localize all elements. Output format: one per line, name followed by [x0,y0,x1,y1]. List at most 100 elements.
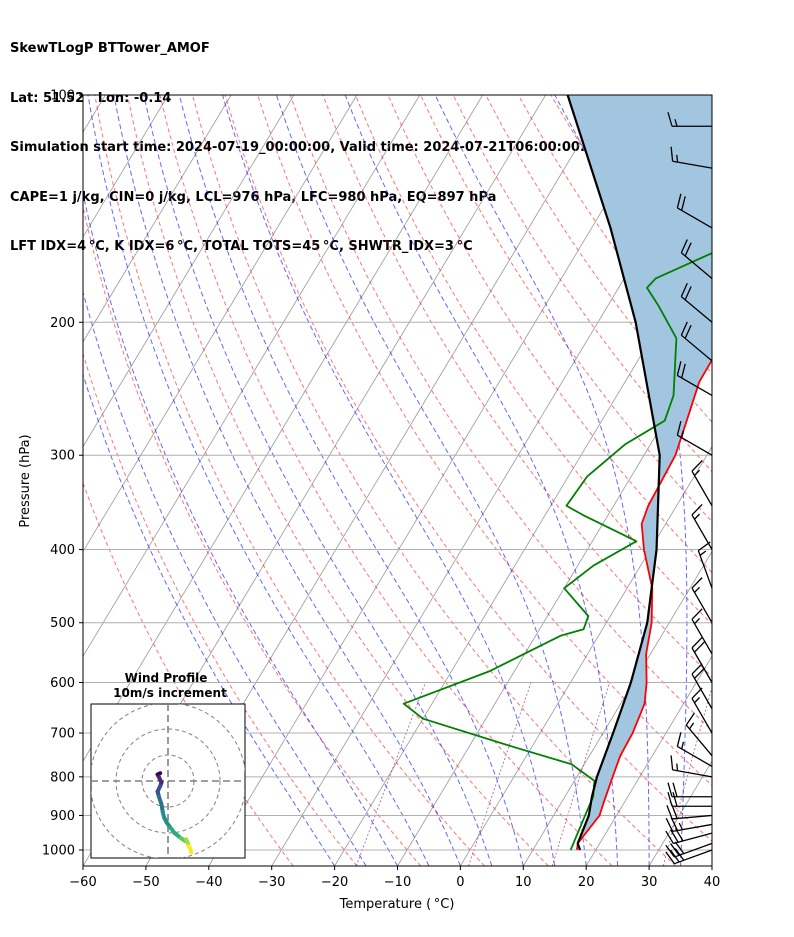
hodograph-subtitle: 10m/s increment [113,686,227,700]
y-tick-label: 200 [50,316,75,331]
wind-barb-half-flag [694,617,701,625]
wind-barb-half-flag [674,119,678,127]
isotherm [83,95,421,658]
y-tick-label: 100 [50,89,75,104]
wind-barb-staff [691,647,713,683]
isotherm [711,865,712,866]
wind-barb-flag [665,851,675,865]
wind-barb-staff [672,769,713,778]
wind-barb-staff [691,619,713,655]
profile-series [402,95,712,851]
wind-barb-staff [691,673,713,710]
wind-barb-staff [677,745,713,767]
chart-header: SkewTLogP BTTower_AMOF Lat: 51.52 Lon: -… [10,8,603,272]
x-axis-label: Temperature ( °C) [339,897,455,912]
wind-barb-flag [691,608,703,620]
y-axis-label: Pressure (hPa) [18,434,33,527]
wind-barb-half-flag [676,154,679,163]
wind-barb-staff [677,434,713,456]
wind-barb-flag [665,830,674,844]
wind-barb [691,608,713,655]
dry-adiabat [387,95,712,574]
mixing-ratio-line [551,682,611,866]
wind-barb-half-flag [678,822,684,830]
wind-barb-staff [672,160,713,169]
x-tick-label: −60 [69,875,96,890]
wind-barb [691,503,713,550]
dry-adiabat [746,95,794,866]
x-tick-label: 0 [456,875,464,890]
wind-barb-staff [674,842,713,858]
moist-adiabat [434,95,650,866]
hodograph-inset: Wind Profile 10m/s increment [90,671,246,859]
dry-adiabat [83,205,422,866]
wind-barb-flag [667,782,673,797]
wind-barb-flag [685,712,695,726]
dry-adiabat [83,352,358,866]
y-tick-label: 1000 [42,844,75,859]
wind-barb-half-flag [676,763,679,771]
x-tick-label: −40 [195,875,222,890]
wind-barb-staff [677,207,713,229]
isotherm [397,341,712,866]
moist-adiabat [344,95,619,866]
wind-barb-flag [684,286,692,301]
wind-barb-flag [671,804,678,819]
x-tick-label: 20 [578,875,595,890]
wind-barb-flag [674,848,685,861]
wind-barb-staff [674,849,713,865]
wind-barb-flag [670,755,674,770]
dry-adiabat [192,95,677,866]
wind-barb-flag [691,577,703,589]
wind-barb [680,239,713,279]
header-line-indices-cape: CAPE=1 j/kg, CIN=0 j/kg, LCL=976 hPa, LF… [10,189,497,205]
wind-barb-flag [694,641,706,653]
background-reference-lines [83,95,794,866]
wind-barb-staff [697,550,713,589]
wind-barb-flag [681,196,686,211]
wind-barb-flag [667,792,673,807]
wind-barb-flag [670,817,679,831]
wind-barb-half-flag [681,430,685,438]
hodograph-trace [155,771,194,855]
temperature-line [576,358,712,851]
isotherm [585,655,712,866]
wind-barb-staff [685,724,713,757]
wind-barb [680,321,713,362]
wind-barb-flag [691,663,703,675]
wind-barb-flag [676,193,682,209]
mixing-ratio-line [662,685,712,866]
dry-adiabat [159,95,613,866]
wind-barb [691,636,713,683]
wind-barb-staff [677,374,713,397]
dry-adiabat [83,481,294,866]
isotherm [83,95,358,553]
moist-adiabat [275,95,587,866]
wind-barb [670,146,713,169]
wind-barb [665,848,713,865]
wind-barb-flag [676,732,682,747]
dry-adiabat [354,95,712,625]
wind-barb-flag [681,363,686,379]
hodograph-segment [188,846,194,855]
wind-barb-flag [676,361,682,376]
x-tick-label: 40 [704,875,721,890]
wind-barb-flag [680,283,688,297]
wind-barb-staff [672,814,713,820]
x-tick-label: −10 [384,875,411,890]
dewpoint-line [402,252,712,851]
moist-adiabat [222,95,556,866]
x-axis-ticks: −60 −50 −40 −30 −20 −10 0 10 20 30 40 [69,866,720,890]
y-axis-ticks: 1000 900 800 700 600 500 400 300 200 100 [42,89,83,859]
wind-barb-staff [691,698,713,734]
mixing-ratio-line [468,682,532,866]
dry-adiabat [94,95,485,866]
header-line-times: Simulation start time: 2024-07-19_00:00:… [10,140,603,155]
wind-barb [680,283,713,323]
x-tick-label: 30 [641,875,658,890]
wind-barb [667,792,712,807]
y-tick-label: 500 [50,616,75,631]
wind-barb-half-flag [694,469,701,476]
wind-barb-flag [684,324,692,339]
